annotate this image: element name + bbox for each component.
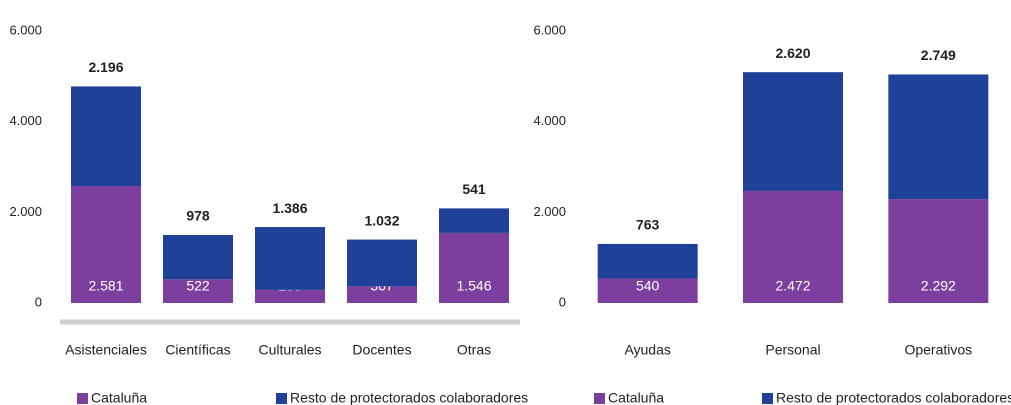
- data-label: 2.472: [775, 278, 810, 294]
- data-label: 540: [636, 278, 660, 294]
- y-tick-label: 6.000: [9, 22, 42, 37]
- bar-segment: [71, 86, 141, 186]
- data-label: 978: [186, 208, 210, 224]
- data-label: 2.292: [921, 278, 956, 294]
- bar-segment: [347, 286, 417, 303]
- data-label: 763: [636, 217, 660, 233]
- bar-segment: [888, 74, 989, 200]
- x-tick-label: Personal: [765, 342, 820, 358]
- y-tick-label: 2.000: [533, 204, 566, 219]
- bar-segment: [255, 227, 325, 290]
- bar-segment: [439, 232, 509, 303]
- y-tick-label: 0: [559, 294, 566, 309]
- bar-segment: [347, 239, 417, 287]
- data-label: 2.749: [921, 47, 956, 63]
- data-label: 2.581: [88, 278, 123, 294]
- legend-swatch: [762, 393, 773, 404]
- x-tick-label: Operativos: [904, 342, 972, 358]
- bar-segment: [163, 279, 233, 303]
- x-tick-label: Otras: [457, 342, 491, 358]
- y-tick-label: 6.000: [533, 22, 566, 37]
- x-tick-label: Docentes: [352, 342, 411, 358]
- legend-swatch: [594, 393, 605, 404]
- x-tick-label: Ayudas: [624, 342, 670, 358]
- data-label: 2.620: [775, 45, 810, 61]
- data-label: 541: [462, 181, 486, 197]
- data-label: 1.386: [272, 200, 307, 216]
- bar-segment: [71, 185, 141, 303]
- bar-segment: [597, 243, 698, 279]
- bar-segment: [439, 208, 509, 233]
- bar-segment: [597, 278, 698, 303]
- bar-segment: [743, 190, 843, 303]
- x-tick-label: Asistenciales: [65, 342, 147, 358]
- legend-swatch: [77, 393, 88, 404]
- y-tick-label: 4.000: [533, 113, 566, 128]
- bar-segment: [255, 289, 325, 303]
- data-label: 522: [186, 278, 210, 294]
- legend-label: Resto de protectorados colaboradores: [776, 390, 1011, 405]
- data-label: 2.196: [88, 59, 123, 75]
- x-tick-label: Científicas: [165, 342, 230, 358]
- y-tick-label: 4.000: [9, 113, 42, 128]
- data-label: 1.546: [456, 278, 491, 294]
- legend-swatch: [276, 393, 287, 404]
- bar-segment: [743, 72, 843, 191]
- bar-segment: [888, 199, 989, 303]
- legend-label: Cataluña: [91, 390, 147, 405]
- y-tick-label: 2.000: [9, 204, 42, 219]
- x-tick-label: Culturales: [258, 342, 321, 358]
- legend-label: Cataluña: [608, 390, 664, 405]
- bar-segment: [163, 235, 233, 280]
- data-label: 1.032: [364, 212, 399, 228]
- y-tick-label: 0: [35, 294, 42, 309]
- legend-label: Resto de protectorados colaboradores: [290, 390, 528, 405]
